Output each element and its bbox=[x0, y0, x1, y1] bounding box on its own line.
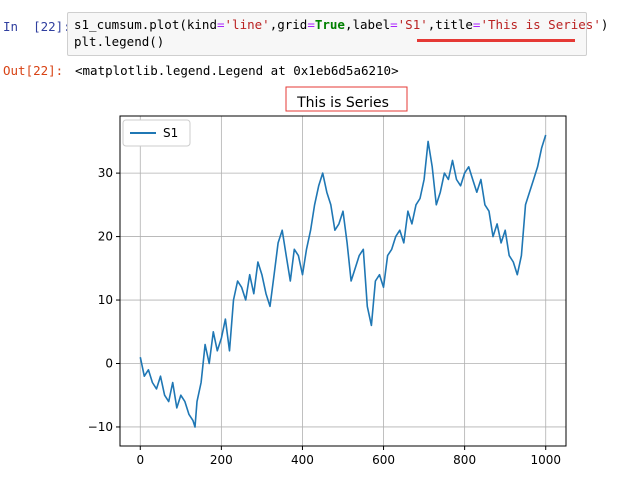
series-line-s1 bbox=[139, 134, 547, 428]
code-token: = bbox=[390, 17, 398, 32]
code-token: s1_cumsum.plot(kind bbox=[74, 17, 217, 32]
legend: S1 bbox=[122, 119, 191, 147]
code-token: ,title bbox=[427, 17, 473, 32]
code-token: 'This is Series' bbox=[480, 17, 601, 32]
x-tick-label: 800 bbox=[453, 453, 476, 467]
title-highlight-box bbox=[285, 86, 408, 112]
x-tick-label: 1000 bbox=[530, 453, 561, 467]
x-tick-label: 400 bbox=[291, 453, 314, 467]
legend-box bbox=[122, 119, 191, 147]
output-text: <matplotlib.legend.Legend at 0x1eb6d5a62… bbox=[75, 63, 399, 78]
code-line-1: s1_cumsum.plot(kind='line',grid=True,lab… bbox=[74, 17, 608, 32]
x-tick-label: 200 bbox=[210, 453, 233, 467]
x-tick-label: 0 bbox=[136, 453, 144, 467]
code-token: = bbox=[307, 17, 315, 32]
code-token: ) bbox=[600, 17, 609, 32]
plot-frame bbox=[119, 115, 567, 447]
code-line-2: plt.legend() bbox=[74, 34, 165, 49]
y-tick-label: 20 bbox=[98, 230, 113, 244]
y-tick-label: 10 bbox=[98, 293, 113, 307]
legend-label-s1: S1 bbox=[163, 126, 178, 140]
input-prompt: In [22]: bbox=[3, 19, 71, 34]
code-token: 'S1' bbox=[397, 17, 428, 32]
axis-ticks: 0 200 400 600 800 1000 −10 0 10 20 30 bbox=[88, 166, 561, 467]
chart-title: This is Series bbox=[296, 95, 389, 111]
title-highlight-underline bbox=[417, 39, 575, 42]
code-token: True bbox=[314, 17, 345, 32]
y-tick-label: 30 bbox=[98, 166, 113, 180]
grid-lines bbox=[120, 116, 566, 446]
y-tick-label: 0 bbox=[105, 357, 113, 371]
output-prompt: Out[22]: bbox=[3, 63, 64, 78]
x-tick-label: 600 bbox=[372, 453, 395, 467]
y-tick-label: −10 bbox=[88, 420, 113, 434]
code-token: = bbox=[217, 17, 225, 32]
code-token: ,grid bbox=[269, 17, 308, 32]
code-token: ,label bbox=[344, 17, 391, 32]
code-token: 'line' bbox=[224, 17, 270, 32]
code-token: = bbox=[472, 17, 481, 32]
code-editor[interactable]: s1_cumsum.plot(kind='line',grid=True,lab… bbox=[67, 12, 608, 56]
